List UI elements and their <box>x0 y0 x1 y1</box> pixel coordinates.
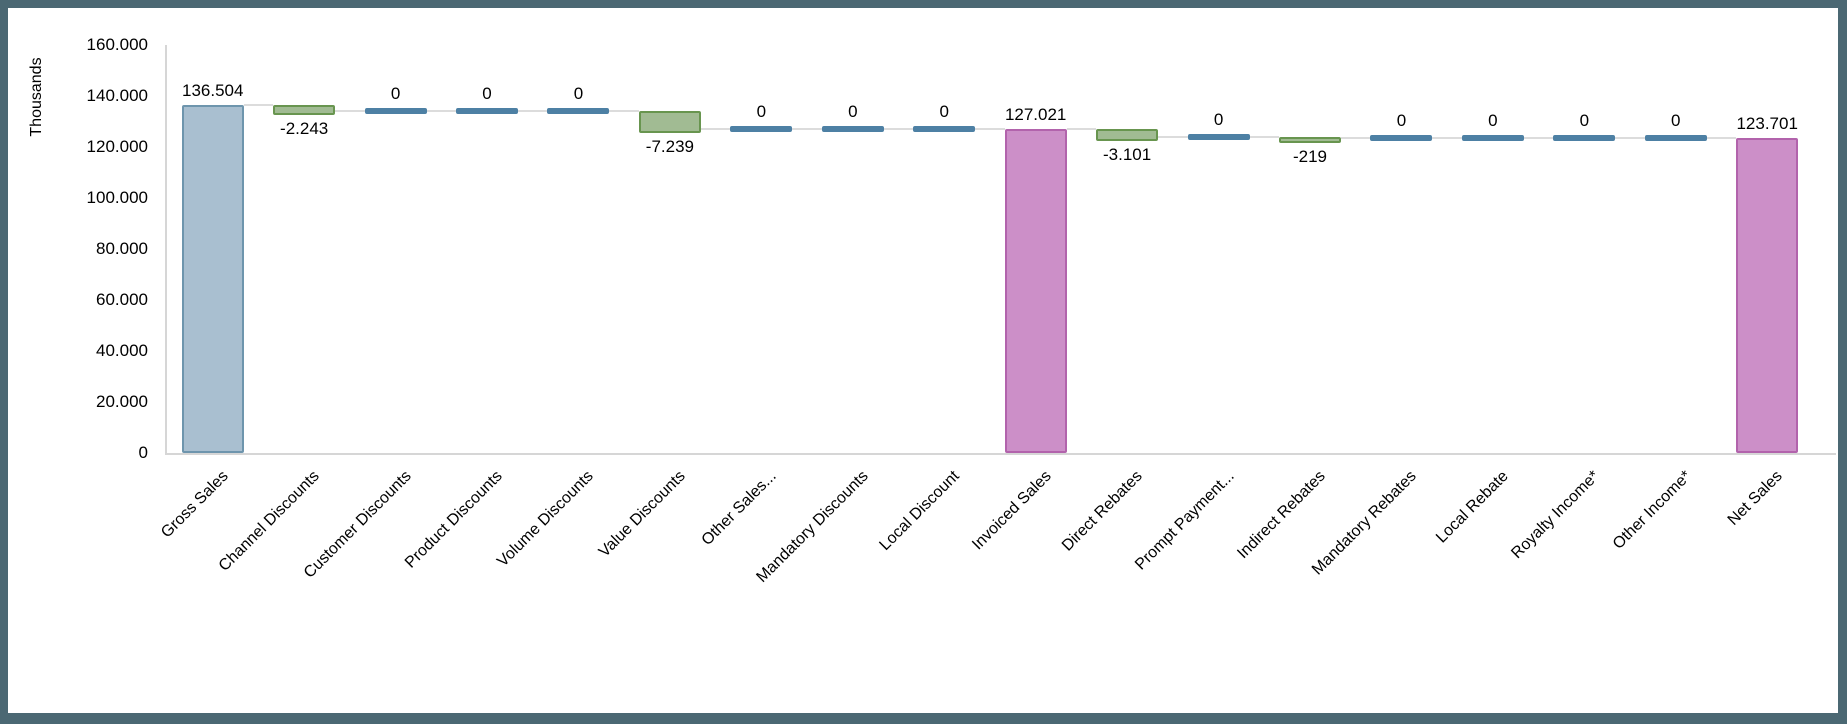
bar-product-discounts[interactable] <box>456 107 519 114</box>
value-label-value-discounts: -7.239 <box>645 137 694 157</box>
bar-local-rebate[interactable] <box>1461 134 1524 141</box>
value-label-customer-discounts: 0 <box>390 83 401 103</box>
value-label-mandatory-rebates: 0 <box>1396 110 1407 130</box>
bar-net-sales[interactable] <box>1736 137 1799 453</box>
connector <box>1158 136 1188 138</box>
value-label-other-income: 0 <box>1671 110 1681 130</box>
bar-channel-discounts[interactable] <box>273 104 336 115</box>
bar-gross-sales[interactable] <box>181 104 244 453</box>
bar-mandatory-discounts[interactable] <box>821 126 884 133</box>
bar-indirect-rebates[interactable] <box>1279 137 1341 143</box>
value-label-gross-sales: 136.504 <box>181 80 244 100</box>
connector <box>792 128 822 131</box>
connector <box>518 109 548 112</box>
y-tick-140-000: 140.000 <box>86 86 148 105</box>
bar-local-discount[interactable] <box>913 126 976 133</box>
y-tick-60-000: 60.000 <box>96 290 148 309</box>
value-label-product-discounts: 0 <box>482 83 492 103</box>
y-tick-100-000: 100.000 <box>86 188 148 207</box>
bar-prompt-payment[interactable] <box>1187 134 1250 140</box>
bar-other-sales[interactable] <box>730 126 793 133</box>
value-label-local-rebate: 0 <box>1488 110 1498 130</box>
value-label-channel-discounts: -2.243 <box>280 118 329 138</box>
connector <box>700 128 731 131</box>
bar-customer-discounts[interactable] <box>364 107 427 114</box>
connector <box>243 103 274 106</box>
connector <box>335 109 365 112</box>
y-tick-80-000: 80.000 <box>96 239 148 258</box>
value-label-invoiced-sales: 127.021 <box>1004 105 1067 125</box>
connector <box>426 109 457 112</box>
connector <box>883 128 914 131</box>
value-label-other-sales: 0 <box>756 102 767 122</box>
waterfall-chart: Thousands 0 20.000 40.000 60.000 80.000 100.0… <box>8 8 1838 713</box>
connector <box>1066 128 1097 131</box>
connector <box>1249 136 1279 138</box>
bar-volume-discounts[interactable] <box>547 107 610 114</box>
y-tick-0: 0 <box>138 443 148 462</box>
connector <box>609 109 639 112</box>
y-tick-20-000: 20.000 <box>96 392 148 411</box>
y-tick-40-000: 40.000 <box>96 341 148 360</box>
value-label-mandatory-discounts: 0 <box>848 102 858 122</box>
value-label-direct-rebates: -3.101 <box>1103 145 1152 164</box>
y-tick-160-000: 160.000 <box>86 35 148 54</box>
y-axis-line <box>165 45 167 455</box>
bar-value-discounts[interactable] <box>638 110 701 134</box>
connector <box>1706 136 1737 139</box>
value-label-prompt-payment: 0 <box>1213 110 1224 129</box>
y-tick-120-000: 120.000 <box>86 137 148 156</box>
bar-invoiced-sales[interactable] <box>1004 129 1067 453</box>
bar-royalty-income[interactable] <box>1553 134 1616 141</box>
value-label-indirect-rebates: -219 <box>1292 147 1328 166</box>
bar-direct-rebates[interactable] <box>1096 129 1159 141</box>
value-label-local-discount: 0 <box>939 102 949 122</box>
connector <box>1615 136 1645 139</box>
connector <box>1432 136 1462 139</box>
value-label-volume-discounts: 0 <box>573 83 584 103</box>
value-label-net-sales: 123.701 <box>1736 113 1798 133</box>
connector <box>1341 136 1371 139</box>
connector <box>975 128 1005 131</box>
value-label-royalty-income: 0 <box>1579 110 1590 130</box>
bar-other-income[interactable] <box>1644 134 1707 141</box>
bar-mandatory-rebates[interactable] <box>1370 134 1433 141</box>
connector <box>1523 136 1554 139</box>
x-axis-line <box>165 453 1836 455</box>
